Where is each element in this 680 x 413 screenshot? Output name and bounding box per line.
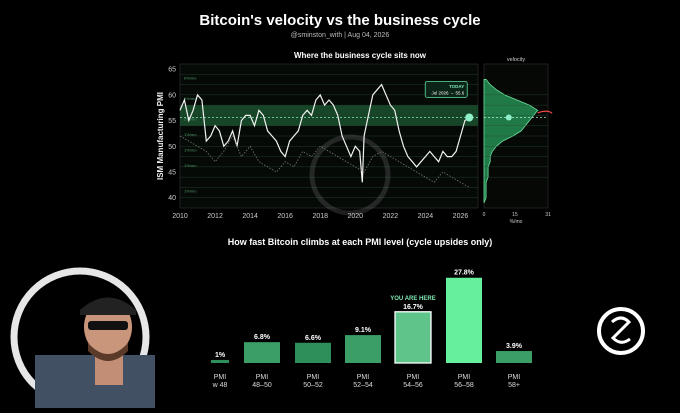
bar bbox=[446, 277, 482, 363]
band-label: 5%/mo bbox=[184, 96, 197, 101]
bar-category-label: PMI bbox=[214, 374, 227, 381]
bar-category-label: 50–52 bbox=[303, 382, 323, 389]
page-title: Bitcoin's velocity vs the business cycle bbox=[199, 12, 481, 29]
bar-category-label: w 48 bbox=[212, 382, 228, 389]
bar-category-label: PMI bbox=[407, 374, 420, 381]
watermark-logo-icon bbox=[309, 134, 391, 216]
x-tick-label: 2022 bbox=[383, 213, 399, 220]
today-point bbox=[465, 113, 474, 122]
bar-value-label: 9.1% bbox=[355, 327, 372, 334]
bar-category-label: PMI bbox=[458, 374, 471, 381]
secondary-series-line bbox=[179, 135, 470, 188]
band-label: 1%/mo bbox=[184, 147, 197, 152]
x-tick-label: 2012 bbox=[207, 213, 223, 220]
bar-value-label: 6.8% bbox=[254, 334, 271, 341]
velocity-peak-marker bbox=[537, 110, 553, 114]
channel-logo-icon bbox=[596, 306, 646, 356]
velocity-marker bbox=[505, 114, 512, 121]
band-label: 1%/mo bbox=[184, 132, 197, 137]
y-axis-label: ISM Manufacturing PMI bbox=[156, 92, 165, 180]
y-tick-label: 65 bbox=[168, 67, 176, 74]
band-label: 1%/mo bbox=[184, 189, 197, 194]
x-tick-label: 2024 bbox=[418, 213, 434, 220]
bar-category-label: 58+ bbox=[508, 382, 520, 389]
x-tick-label: 2014 bbox=[242, 213, 258, 220]
band-label: 2%/mo bbox=[184, 117, 197, 122]
bar-chart-title: How fast Bitcoin climbs at each PMI leve… bbox=[227, 237, 493, 247]
bar bbox=[496, 351, 532, 363]
webcam-overlay bbox=[0, 255, 205, 408]
person-cap bbox=[80, 297, 136, 315]
velocity-x-tick: 15 bbox=[512, 212, 518, 218]
today-value: Jul 2026 → 55.6 bbox=[431, 90, 464, 95]
bar bbox=[394, 311, 432, 364]
page-subtitle: @sminston_with | Aug 04, 2026 bbox=[290, 32, 390, 39]
bar-category-label: 52–54 bbox=[353, 382, 373, 389]
x-tick-label: 2018 bbox=[312, 213, 328, 220]
bar bbox=[295, 342, 331, 363]
bar-category-label: 54–56 bbox=[403, 382, 423, 389]
y-tick-label: 55 bbox=[168, 118, 176, 125]
x-tick-label: 2026 bbox=[453, 213, 469, 220]
band-label: 6%/mo bbox=[184, 75, 197, 80]
bar-category-label: 56–58 bbox=[454, 382, 474, 389]
x-tick-label: 2016 bbox=[277, 213, 293, 220]
velocity-title: velocity bbox=[507, 57, 526, 63]
today-label: TODAY bbox=[449, 84, 464, 89]
pmi-line-chart: 40 45 50 55 60 65 2010 2012 2014 2016 2018 2020 2022… bbox=[156, 63, 479, 220]
x-tick-label: 2010 bbox=[172, 213, 188, 220]
y-tick-label: 50 bbox=[168, 144, 176, 151]
y-tick-label: 60 bbox=[168, 92, 176, 99]
velocity-x-tick: 0 bbox=[483, 212, 486, 218]
bar-category-label: 48–50 bbox=[252, 382, 272, 389]
bar-value-label: 16.7% bbox=[403, 304, 424, 311]
line-chart-title: Where the business cycle sits now bbox=[293, 51, 427, 60]
velocity-chart: velocity 0 15 31 %/mo bbox=[483, 57, 553, 225]
velocity-area bbox=[483, 78, 539, 204]
pmi-series-line bbox=[179, 83, 470, 183]
bar-category-label: PMI bbox=[307, 374, 320, 381]
bar-category-label: PMI bbox=[357, 374, 370, 381]
sunglasses bbox=[88, 321, 128, 330]
bar bbox=[345, 335, 381, 363]
you-are-here-label: YOU ARE HERE bbox=[390, 296, 435, 302]
bar-value-label: 3.9% bbox=[506, 343, 523, 350]
bar-category-label: PMI bbox=[256, 374, 269, 381]
velocity-x-label: %/mo bbox=[510, 219, 523, 225]
band-label: 1%/mo bbox=[184, 163, 197, 168]
bar-value-label: 27.8% bbox=[454, 270, 475, 277]
bar-value-label: 1% bbox=[215, 352, 226, 359]
y-tick-label: 45 bbox=[168, 170, 176, 177]
bar bbox=[211, 359, 229, 363]
bar bbox=[244, 342, 280, 363]
y-tick-label: 40 bbox=[168, 195, 176, 202]
bar-value-label: 6.6% bbox=[305, 335, 322, 342]
today-callout bbox=[424, 81, 468, 98]
bar-category-label: PMI bbox=[508, 374, 521, 381]
x-tick-label: 2020 bbox=[348, 213, 364, 220]
velocity-x-tick: 31 bbox=[545, 212, 551, 218]
